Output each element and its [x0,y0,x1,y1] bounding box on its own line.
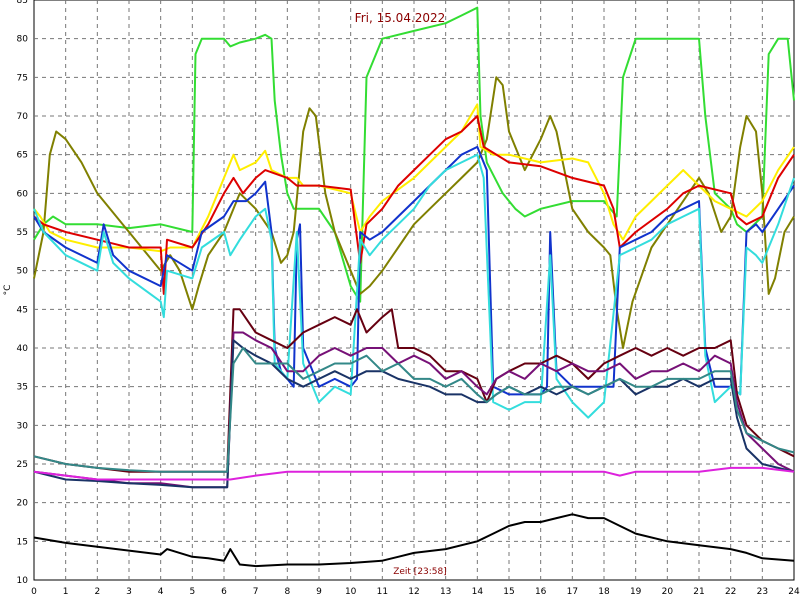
y-tick-label: 15 [17,537,28,547]
y-tick-label: 20 [17,499,29,509]
series-line-4 [33,115,795,295]
chart-title: Fri, 15.04.2022 [355,11,446,25]
x-tick-label: 1 [63,587,69,597]
x-tick-label: 2 [94,587,100,597]
x-tick-label: 15 [503,587,514,597]
y-tick-label: 60 [17,189,29,199]
y-tick-label: 35 [17,383,28,393]
series-line-5 [33,145,795,396]
y-tick-label: 30 [17,421,29,431]
x-tick-label: 12 [408,587,419,597]
x-tick-label: 9 [316,587,322,597]
x-tick-label: 14 [472,587,484,597]
y-tick-label: 55 [17,228,28,238]
series-line-1 [33,6,795,303]
y-tick-label: 80 [17,35,29,45]
x-tick-label: 18 [598,587,610,597]
x-tick-label: 21 [693,587,704,597]
x-tick-label: 4 [158,587,164,597]
y-tick-label: 50 [17,267,29,277]
time-annotation: Zeit [23:58] [393,567,447,577]
series-group [33,6,795,568]
x-tick-label: 13 [440,587,451,597]
y-tick-label: 65 [17,151,28,161]
x-tick-label: 11 [377,587,388,597]
series-line-3 [33,103,795,253]
x-tick-label: 7 [253,587,259,597]
x-tick-label: 23 [757,587,768,597]
x-tick-label: 5 [189,587,195,597]
x-tick-label: 10 [345,587,357,597]
x-tick-label: 22 [725,587,736,597]
x-tick-label: 3 [126,587,132,597]
series-line-10 [33,347,795,473]
x-tick-label: 6 [221,587,227,597]
x-axis-ticks: 0 1 2 3 4 5 6 7 8 9 10 11 12 13 14 15 16 17 18 19 20 21 22 23 24 [31,587,800,597]
series-line-11 [33,466,795,481]
series-line-7 [33,308,795,473]
x-tick-label: 16 [535,587,547,597]
y-tick-label: 25 [17,460,28,470]
x-tick-label: 20 [662,587,674,597]
x-tick-label: 24 [788,587,800,597]
series-line-6 [33,153,795,419]
grid [34,0,794,580]
y-tick-label: 40 [17,344,29,354]
y-tick-label: 10 [17,576,29,586]
y-tick-label: 75 [17,73,28,83]
x-tick-label: 8 [284,587,290,597]
x-tick-label: 19 [630,587,642,597]
y-axis-label: °C [3,285,13,296]
y-axis-ticks: 10 15 20 25 30 35 40 45 50 55 60 65 70 75 80 85 [17,0,29,586]
series-line-12 [33,513,795,568]
y-tick-label: 70 [17,112,29,122]
x-tick-label: 0 [31,587,37,597]
y-tick-label: 85 [17,0,28,6]
y-tick-label: 45 [17,305,28,315]
x-tick-label: 17 [567,587,578,597]
